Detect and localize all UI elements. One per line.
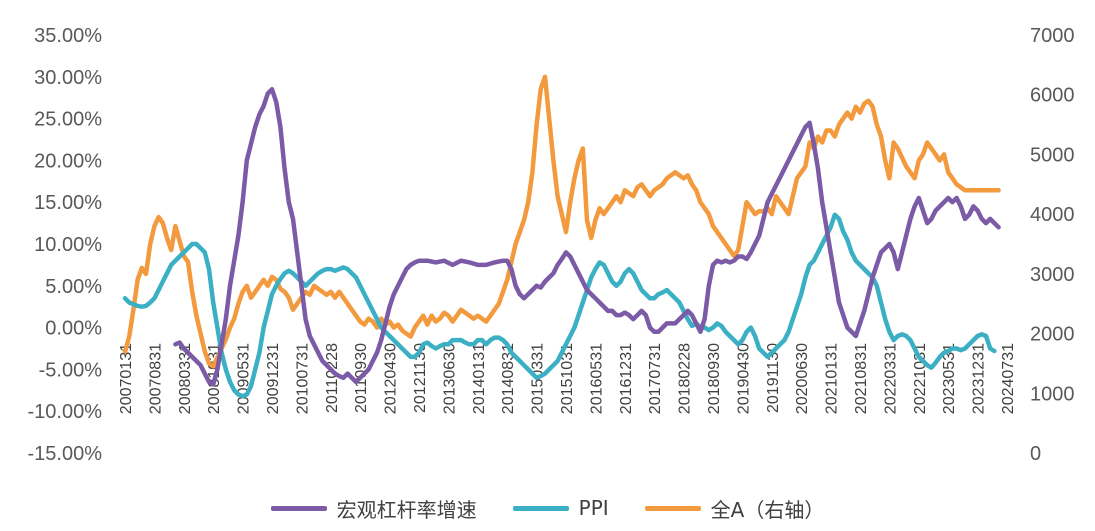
x-tick-label: 20220331 bbox=[882, 343, 899, 414]
right-y-tick-label: 7000 bbox=[1030, 25, 1075, 47]
left-y-tick-label: 30.00% bbox=[34, 67, 102, 89]
x-tick-label: 20080331 bbox=[177, 343, 194, 414]
left-y-tick-label: 20.00% bbox=[34, 150, 102, 172]
x-tick-label: 20180228 bbox=[677, 343, 694, 414]
right-y-tick-label: 5000 bbox=[1030, 144, 1075, 166]
x-tick-label: 20221031 bbox=[912, 343, 929, 414]
left-y-tick-label: 15.00% bbox=[34, 192, 102, 214]
series-lines bbox=[122, 74, 1001, 399]
x-tick-label: 20151031 bbox=[559, 343, 576, 414]
x-tick-label: 20091231 bbox=[265, 343, 282, 414]
leverage-growth-line bbox=[173, 87, 1001, 387]
left-y-tick-label: 0.00% bbox=[45, 318, 102, 340]
line-chart: 35.00% 30.00% 25.00% 20.00% 15.00% 10.00% 5.00… bbox=[28, 25, 1075, 465]
x-tick-label: 20070131 bbox=[118, 343, 135, 414]
right-y-tick-label: 4000 bbox=[1030, 204, 1075, 226]
legend-label-ppi: PPI bbox=[578, 496, 609, 520]
right-y-tick-label: 0 bbox=[1030, 443, 1041, 465]
x-tick-label: 20090531 bbox=[236, 343, 253, 414]
legend-swatch-all-a bbox=[644, 505, 701, 511]
legend-swatch-leverage-growth bbox=[270, 505, 327, 511]
x-tick-label: 20160531 bbox=[588, 343, 605, 414]
left-y-tick-label: -5.00% bbox=[39, 359, 103, 381]
legend-label-all-a: 全A（右轴） bbox=[710, 497, 825, 522]
legend-item-leverage-growth: 宏观杠杆率增速 bbox=[270, 494, 477, 523]
right-y-tick-label: 2000 bbox=[1030, 324, 1075, 346]
left-y-tick-label: 35.00% bbox=[34, 25, 102, 47]
x-tick-label: 20121130 bbox=[412, 343, 429, 413]
x-tick-label: 20140831 bbox=[500, 343, 517, 414]
x-tick-label: 20070831 bbox=[147, 343, 164, 414]
left-y-tick-label: 25.00% bbox=[34, 109, 102, 131]
right-y-tick-label: 3000 bbox=[1030, 264, 1075, 286]
x-tick-label: 20170731 bbox=[647, 343, 664, 414]
x-tick-label: 20140131 bbox=[471, 343, 488, 414]
legend: 宏观杠杆率增速 PPI 全A（右轴） bbox=[0, 490, 1095, 526]
x-tick-label: 20210831 bbox=[853, 343, 870, 414]
x-tick-label: 20230531 bbox=[941, 343, 958, 414]
x-tick-label: 20240731 bbox=[1000, 343, 1017, 414]
left-y-tick-label: 5.00% bbox=[45, 276, 102, 298]
legend-item-all-a: 全A（右轴） bbox=[644, 494, 825, 523]
all-a-line bbox=[122, 74, 1001, 369]
x-tick-label: 20130630 bbox=[441, 343, 458, 414]
legend-swatch-ppi bbox=[512, 505, 569, 511]
legend-item-ppi: PPI bbox=[512, 496, 609, 520]
left-y-tick-label: -15.00% bbox=[28, 443, 103, 465]
x-tick-label: 20120430 bbox=[383, 343, 400, 414]
legend-label-leverage-growth: 宏观杠杆率增速 bbox=[336, 497, 477, 522]
left-y-tick-label: -10.00% bbox=[28, 401, 103, 423]
x-tick-label: 20161231 bbox=[618, 343, 635, 414]
left-y-axis: 35.00% 30.00% 25.00% 20.00% 15.00% 10.00% 5.00… bbox=[28, 25, 103, 465]
x-tick-label: 20200630 bbox=[794, 343, 811, 414]
right-y-tick-label: 1000 bbox=[1030, 383, 1075, 405]
x-tick-label: 20231231 bbox=[971, 343, 988, 414]
left-y-tick-label: 10.00% bbox=[34, 234, 102, 256]
x-tick-label: 20191130 bbox=[765, 343, 782, 413]
right-y-axis: 7000 6000 5000 4000 3000 2000 1000 0 bbox=[1030, 25, 1075, 465]
ppi-line bbox=[122, 212, 997, 399]
right-y-tick-label: 6000 bbox=[1030, 85, 1075, 107]
x-tick-label: 20100731 bbox=[294, 343, 311, 414]
x-tick-label: 20110228 bbox=[324, 343, 341, 413]
x-tick-label: 20210131 bbox=[824, 343, 841, 414]
x-tick-label: 20190430 bbox=[735, 343, 752, 414]
x-tick-label: 20180930 bbox=[706, 343, 723, 414]
